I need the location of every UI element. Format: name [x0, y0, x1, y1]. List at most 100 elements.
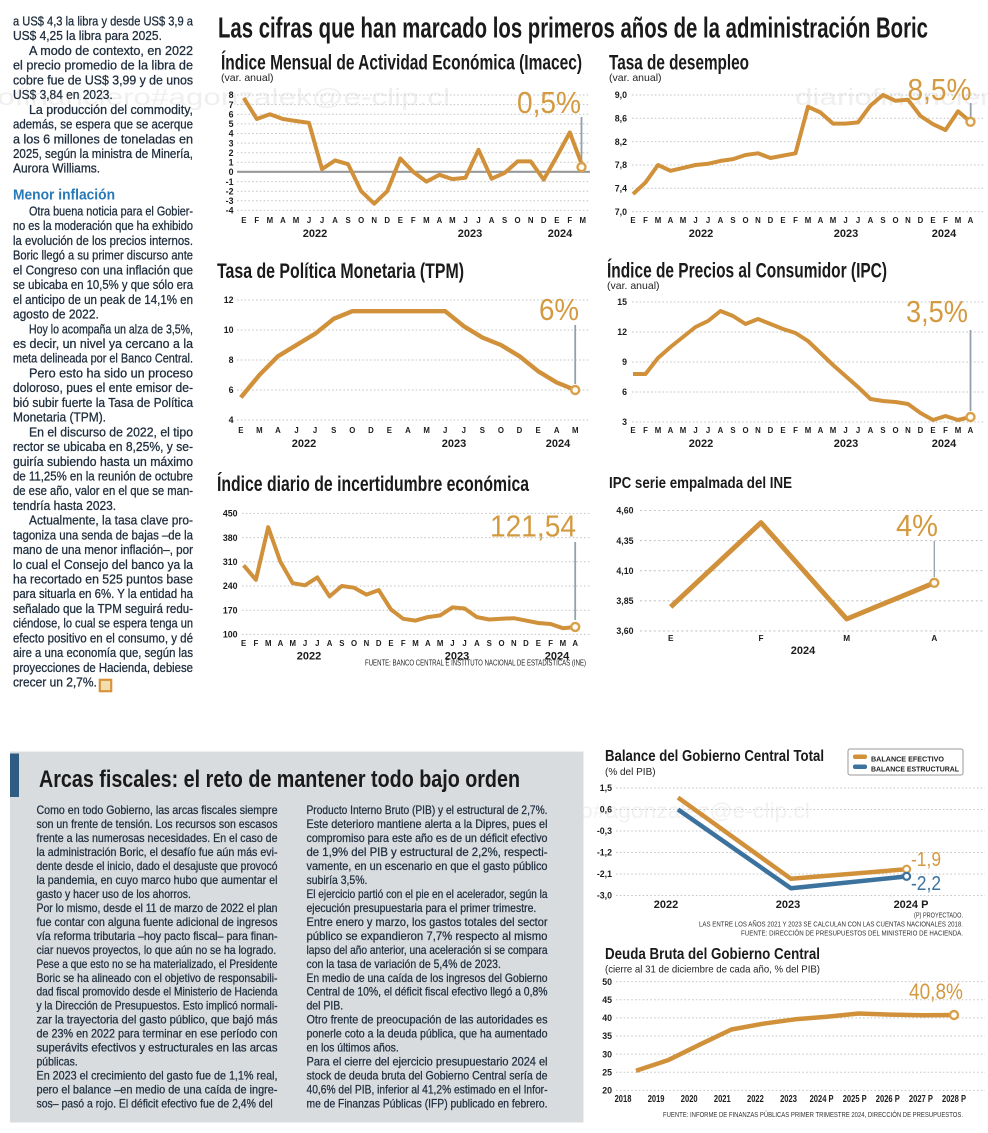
svg-text:S: S — [345, 216, 350, 225]
svg-text:E: E — [238, 426, 243, 435]
svg-text:2023: 2023 — [834, 228, 858, 240]
svg-text:6: 6 — [229, 109, 234, 119]
svg-text:crecer un 2,7%.: crecer un 2,7%. — [13, 675, 97, 690]
svg-text:8: 8 — [229, 90, 234, 100]
svg-text:ciar nuevos proyectos, lo que: ciar nuevos proyectos, lo que aún no se … — [37, 944, 277, 957]
svg-text:Hoy lo acompaña un alza de 3,5: Hoy lo acompaña un alza de 3,5%, — [29, 321, 193, 336]
svg-text:D: D — [768, 426, 774, 435]
svg-text:1,5: 1,5 — [600, 783, 612, 793]
svg-text:N: N — [755, 216, 761, 225]
svg-text:A: A — [968, 426, 974, 435]
svg-text:el anticipo de un peak de 14,1: el anticipo de un peak de 14,1% en — [13, 292, 193, 307]
svg-text:J: J — [320, 216, 324, 225]
svg-text:-3,0: -3,0 — [597, 891, 612, 901]
svg-text:además, se espera que se acerq: además, se espera que se acerque — [13, 117, 193, 132]
svg-text:J: J — [313, 426, 317, 435]
svg-text:E: E — [668, 634, 674, 643]
svg-text:sos– pasó a rojo. El déficit e: sos– pasó a rojo. El déficit efectivo fu… — [37, 1098, 273, 1111]
svg-text:S: S — [487, 639, 492, 648]
svg-text:y la Dirección de Presupuestos: y la Dirección de Presupuestos. Esto imp… — [37, 1000, 278, 1013]
svg-text:A: A — [554, 426, 560, 435]
svg-text:O: O — [349, 426, 355, 435]
svg-text:E: E — [780, 216, 785, 225]
svg-text:En 2023 el crecimiento del gas: En 2023 el crecimiento del gasto fue de … — [37, 1070, 278, 1083]
svg-text:J: J — [706, 426, 710, 435]
svg-text:el Congreso con una inflación: el Congreso con una inflación que — [13, 262, 193, 277]
svg-text:15: 15 — [617, 297, 627, 307]
svg-text:M: M — [843, 634, 850, 643]
svg-text:12: 12 — [224, 295, 234, 305]
svg-text:25: 25 — [602, 1068, 612, 1078]
svg-text:A: A — [405, 426, 411, 435]
svg-text:2022: 2022 — [654, 899, 678, 911]
svg-text:Índice Mensual de Actividad Ec: Índice Mensual de Actividad Económica (I… — [221, 52, 582, 75]
svg-text:2025 P: 2025 P — [843, 1093, 867, 1105]
svg-text:2024: 2024 — [548, 228, 573, 240]
svg-text:N: N — [755, 426, 761, 435]
svg-text:Boric se ha alineado con el ob: Boric se ha alineado con el objetivo de … — [37, 972, 278, 985]
svg-text:guiría subiendo hasta un máxim: guiría subiendo hasta un máximo — [13, 454, 193, 469]
svg-text:A: A — [931, 634, 937, 643]
svg-text:6%: 6% — [539, 292, 579, 327]
svg-text:D: D — [918, 426, 924, 435]
svg-text:S: S — [730, 216, 735, 225]
svg-text:F: F — [758, 634, 763, 643]
svg-text:2022: 2022 — [689, 438, 713, 450]
svg-text:En el discurso de 2022, el tip: En el discurso de 2022, el tipo — [29, 424, 193, 439]
svg-text:M: M — [805, 216, 812, 225]
svg-text:Producto Interno Bruto (PIB) y: Producto Interno Bruto (PIB) y el estruc… — [307, 804, 548, 817]
svg-text:A: A — [474, 639, 480, 648]
svg-text:O: O — [742, 216, 748, 225]
svg-text:2: 2 — [229, 148, 234, 158]
svg-text:-1: -1 — [226, 177, 234, 187]
svg-text:J: J — [856, 216, 860, 225]
svg-text:me de Finanzas Públicas (IFP): me de Finanzas Públicas (IFP) publicado … — [307, 1098, 548, 1111]
svg-text:Actualmente, la tasa clave pro: Actualmente, la tasa clave pro- — [29, 513, 193, 528]
svg-text:D: D — [517, 426, 523, 435]
svg-text:frente a las numerosas necesid: frente a las numerosas necesidades. En e… — [37, 832, 278, 845]
svg-text:la pandemia, en cuyo marco hub: la pandemia, en cuyo marco hubo que aume… — [37, 874, 278, 887]
svg-text:A: A — [572, 639, 578, 648]
svg-text:M: M — [655, 216, 662, 225]
svg-text:IPC serie empalmada del INE: IPC serie empalmada del INE — [609, 475, 792, 492]
svg-text:en los últimos años.: en los últimos años. — [307, 1042, 399, 1055]
svg-text:(var. anual): (var. anual) — [609, 72, 662, 84]
svg-text:Pero esto ha sido un proceso: Pero esto ha sido un proceso — [29, 365, 193, 380]
svg-text:8,6: 8,6 — [615, 114, 627, 124]
svg-text:M: M — [580, 216, 587, 225]
svg-text:O: O — [892, 426, 898, 435]
svg-text:10: 10 — [224, 325, 234, 335]
svg-text:380: 380 — [223, 533, 238, 543]
svg-text:F: F — [943, 216, 948, 225]
svg-text:meta delineada por el Banco Ce: meta delineada por el Banco Central. — [13, 351, 193, 366]
svg-text:M: M — [830, 216, 837, 225]
svg-text:Pese a que esto no se ha mater: Pese a que esto no se ha materializado, … — [37, 958, 278, 971]
svg-text:son un frente de tensión. Los: son un frente de tensión. Los recursos s… — [37, 818, 278, 831]
svg-text:(cierre al 31 de diciembre de: (cierre al 31 de diciembre de cada año, … — [605, 964, 820, 976]
svg-text:9,0: 9,0 — [615, 90, 627, 100]
svg-text:E: E — [554, 216, 559, 225]
svg-text:M: M — [449, 216, 456, 225]
svg-text:J: J — [315, 639, 319, 648]
svg-text:E: E — [630, 426, 635, 435]
svg-text:F: F — [411, 216, 416, 225]
svg-text:E: E — [780, 426, 785, 435]
svg-text:D: D — [368, 426, 374, 435]
svg-text:0,5%: 0,5% — [517, 85, 581, 120]
svg-text:E: E — [398, 216, 403, 225]
svg-text:2025, según la ministra de Min: 2025, según la ministra de Minería, — [13, 146, 193, 161]
svg-text:F: F — [793, 426, 798, 435]
svg-text:F: F — [401, 639, 406, 648]
svg-text:lapso del año anterior, una ac: lapso del año anterior, una aceleración … — [307, 944, 548, 957]
svg-text:F: F — [254, 216, 259, 225]
svg-text:7,0: 7,0 — [615, 207, 627, 217]
svg-text:N: N — [371, 216, 377, 225]
svg-text:A: A — [818, 426, 824, 435]
svg-text:M: M — [412, 639, 419, 648]
svg-text:el precio promedio de la libra: el precio promedio de la libra de — [13, 58, 193, 73]
svg-text:tendría hasta 2023.: tendría hasta 2023. — [13, 498, 116, 513]
svg-text:(% del PIB): (% del PIB) — [605, 767, 656, 778]
svg-text:M: M — [293, 216, 300, 225]
svg-text:ciéndose, lo cual se espera te: ciéndose, lo cual se espera tenga un — [13, 616, 193, 631]
svg-text:M: M — [805, 426, 812, 435]
